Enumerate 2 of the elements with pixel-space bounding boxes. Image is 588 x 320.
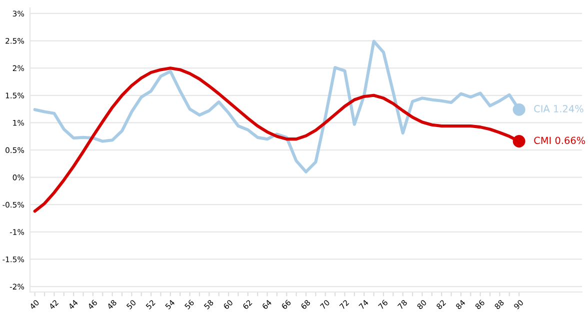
text: CMI 0.66% — [534, 136, 586, 144]
text: CIA 1.24% — [534, 105, 584, 112]
